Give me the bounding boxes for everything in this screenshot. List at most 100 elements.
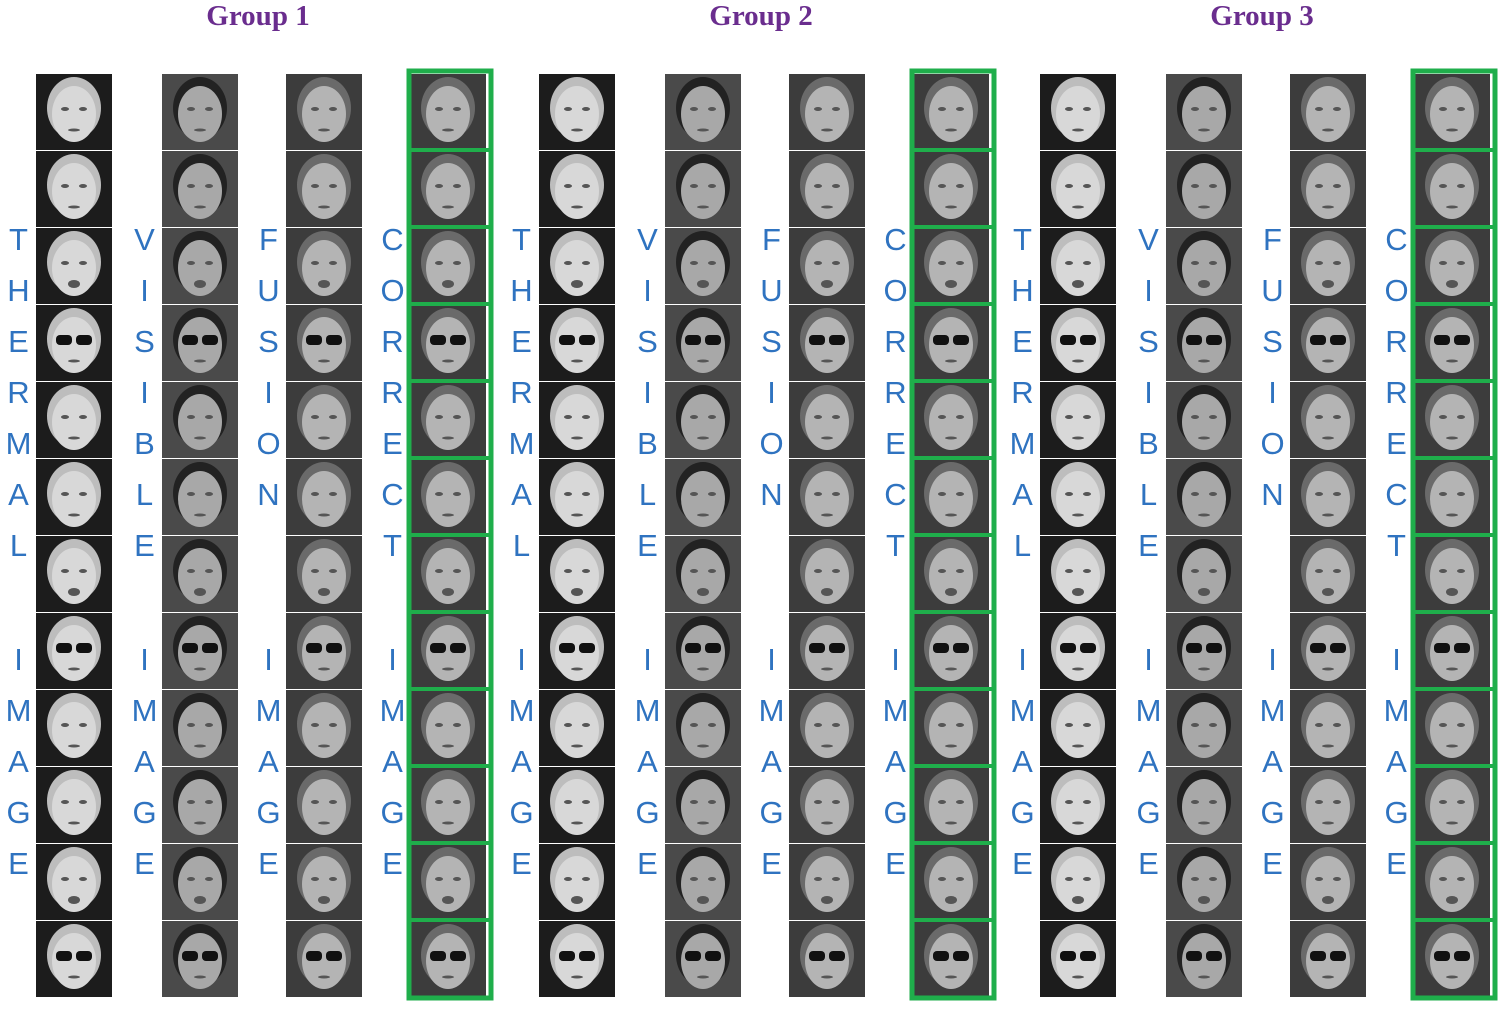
eye xyxy=(1209,107,1217,111)
face xyxy=(1430,625,1474,681)
eye xyxy=(814,492,822,496)
eye xyxy=(61,415,69,419)
eye xyxy=(690,492,698,496)
eye xyxy=(1209,261,1217,265)
eye xyxy=(205,569,213,573)
mouth xyxy=(945,821,957,825)
face xyxy=(1056,317,1100,373)
eye xyxy=(1457,107,1465,111)
face xyxy=(1182,779,1226,835)
face xyxy=(929,548,973,604)
eye xyxy=(1083,723,1091,727)
group-title: Group 1 xyxy=(206,0,310,32)
mouth xyxy=(1322,205,1334,209)
face xyxy=(426,240,470,296)
face xyxy=(681,856,725,912)
face xyxy=(178,394,222,450)
mouth xyxy=(318,205,330,209)
face xyxy=(426,394,470,450)
eye xyxy=(582,800,590,804)
sunglasses xyxy=(326,643,342,653)
eye xyxy=(311,492,319,496)
face xyxy=(426,548,470,604)
face xyxy=(1056,625,1100,681)
eye xyxy=(187,569,195,573)
eye xyxy=(1083,415,1091,419)
eye xyxy=(1457,415,1465,419)
face xyxy=(52,548,96,604)
mouth xyxy=(442,588,454,596)
mouth xyxy=(1198,588,1210,596)
mouth xyxy=(442,280,454,288)
eye xyxy=(832,261,840,265)
mouth xyxy=(194,280,206,288)
eye xyxy=(1083,569,1091,573)
sunglasses xyxy=(1206,335,1222,345)
face xyxy=(929,86,973,142)
face xyxy=(426,471,470,527)
eye xyxy=(708,107,716,111)
eye xyxy=(329,569,337,573)
eye xyxy=(690,415,698,419)
eye xyxy=(1439,107,1447,111)
mouth xyxy=(194,513,206,517)
face xyxy=(1306,163,1350,219)
face xyxy=(52,471,96,527)
face xyxy=(426,702,470,758)
mouth xyxy=(821,128,833,132)
mouth xyxy=(68,896,80,904)
face xyxy=(302,163,346,219)
sunglasses xyxy=(1186,643,1202,653)
mouth xyxy=(697,280,709,288)
eye xyxy=(205,184,213,188)
sunglasses xyxy=(809,643,825,653)
mouth xyxy=(697,588,709,596)
sunglasses xyxy=(1310,335,1326,345)
eye xyxy=(205,800,213,804)
face xyxy=(178,702,222,758)
column-label: VISIBLE xyxy=(127,222,162,579)
eye xyxy=(690,184,698,188)
mouth xyxy=(194,588,206,596)
eye xyxy=(1439,877,1447,881)
eye xyxy=(938,723,946,727)
mouth xyxy=(571,975,583,979)
mouth xyxy=(442,359,454,363)
mouth xyxy=(571,205,583,209)
eye xyxy=(582,492,590,496)
eye xyxy=(564,492,572,496)
mouth xyxy=(68,128,80,132)
eye xyxy=(1191,569,1199,573)
eye xyxy=(1315,800,1323,804)
mouth xyxy=(821,588,833,596)
eye xyxy=(1191,800,1199,804)
mouth xyxy=(1198,744,1210,748)
sunglasses xyxy=(306,951,322,961)
mouth xyxy=(1322,280,1334,288)
eye xyxy=(956,492,964,496)
eye xyxy=(311,261,319,265)
mouth xyxy=(1198,513,1210,517)
mouth xyxy=(945,359,957,363)
column-label: FUSION xyxy=(754,222,789,528)
eye xyxy=(453,492,461,496)
eye xyxy=(1083,107,1091,111)
eye xyxy=(311,415,319,419)
mouth xyxy=(1322,359,1334,363)
eye xyxy=(582,415,590,419)
eye xyxy=(61,261,69,265)
eye xyxy=(329,723,337,727)
mouth xyxy=(194,744,206,748)
face xyxy=(681,471,725,527)
eye xyxy=(1065,800,1073,804)
eye xyxy=(1083,492,1091,496)
sunglasses xyxy=(1060,643,1076,653)
sunglasses xyxy=(829,643,845,653)
eye xyxy=(1191,877,1199,881)
mouth xyxy=(68,821,80,825)
eye xyxy=(205,415,213,419)
eye xyxy=(832,800,840,804)
eye xyxy=(582,723,590,727)
eye xyxy=(832,569,840,573)
eye xyxy=(1439,184,1447,188)
